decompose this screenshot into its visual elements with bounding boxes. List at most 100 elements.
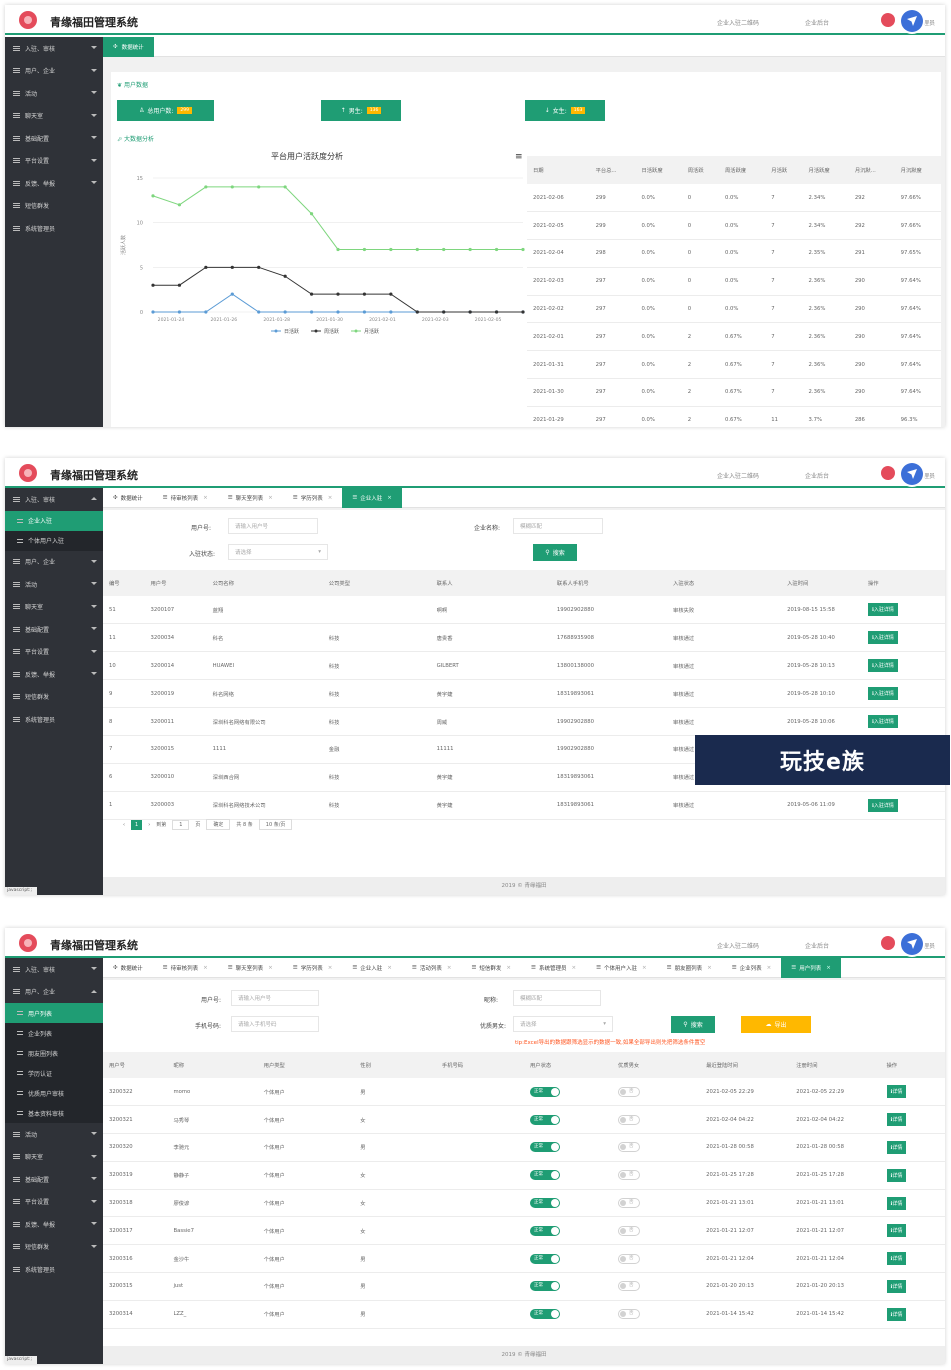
sidebar-item[interactable]: 用户、企业	[5, 551, 103, 574]
data-point[interactable]	[283, 185, 287, 189]
tab[interactable]: ☰ 企业列表 ×	[722, 958, 782, 978]
qrcode-link[interactable]: 企业入驻二维码	[717, 473, 760, 480]
admin-user[interactable]: 管理员	[916, 943, 935, 950]
close-icon[interactable]: ×	[826, 964, 831, 971]
qrcode-link[interactable]: 企业入驻二维码	[717, 20, 760, 27]
sidebar-item[interactable]: 基础配置	[5, 127, 103, 150]
data-point[interactable]	[151, 283, 155, 287]
data-point[interactable]	[494, 247, 499, 252]
close-icon[interactable]: ×	[387, 964, 392, 971]
data-point[interactable]	[257, 265, 261, 269]
sidebar-item[interactable]: 反馈、举报	[5, 1213, 103, 1236]
status-toggle[interactable]: 正常	[529, 1114, 560, 1125]
close-icon[interactable]: ×	[203, 494, 208, 501]
detail-button[interactable]: ℹ详情	[886, 1196, 907, 1210]
detail-button[interactable]: ℹ详情	[886, 1113, 907, 1127]
tab[interactable]: ☰ 聊天室列表 ×	[218, 488, 283, 508]
tab[interactable]: ☰ 系统管理员 ×	[521, 958, 586, 978]
sidebar-item[interactable]: 活动	[5, 1123, 103, 1146]
data-point[interactable]	[230, 292, 234, 296]
detail-button[interactable]: ℹ详情	[886, 1140, 907, 1154]
close-icon[interactable]: ×	[327, 964, 333, 971]
sidebar-item[interactable]: 聊天室	[5, 105, 103, 128]
admin-user[interactable]: 管理员	[916, 473, 935, 480]
phone-input[interactable]: 请输入手机号码	[231, 1016, 319, 1032]
sidebar-item[interactable]: 聊天室	[5, 596, 103, 619]
status-toggle[interactable]: 正常	[529, 1281, 560, 1292]
sidebar-subitem[interactable]: 优质用户审核	[5, 1083, 103, 1103]
sidebar-item[interactable]: 活动	[5, 573, 103, 596]
sidebar-subitem[interactable]: 学历认证	[5, 1063, 103, 1083]
sidebar-item[interactable]: 入驻、审核	[5, 37, 103, 60]
data-point[interactable]	[415, 247, 419, 252]
data-point[interactable]	[362, 247, 367, 252]
data-point[interactable]	[389, 310, 393, 314]
sidebar-item[interactable]: 平台设置	[5, 1191, 103, 1214]
quality-toggle[interactable]: 否	[618, 1170, 641, 1181]
close-icon[interactable]: ×	[387, 494, 392, 501]
data-point[interactable]	[230, 185, 234, 189]
sidebar-item[interactable]: 入驻、审核	[5, 488, 103, 511]
detail-button[interactable]: ℹ详情	[886, 1279, 907, 1293]
sidebar-subitem[interactable]: 企业列表	[5, 1023, 103, 1043]
data-point[interactable]	[257, 185, 261, 189]
detail-button[interactable]: ℹ详情	[886, 1307, 907, 1321]
sidebar-item[interactable]: 系统管理员	[5, 708, 103, 731]
sidebar-item[interactable]: 入驻、审核	[5, 958, 103, 981]
nickname-input[interactable]: 模糊匹配	[513, 990, 601, 1006]
status-toggle[interactable]: 正常	[529, 1086, 560, 1097]
tab[interactable]: ☰ 个体用户入驻 ×	[586, 958, 657, 978]
tab[interactable]: ☰ 待审核列表 ×	[153, 958, 218, 978]
tab[interactable]: ☰ 学历列表 ×	[283, 958, 343, 978]
data-point[interactable]	[468, 310, 472, 314]
data-point[interactable]	[283, 310, 287, 314]
quality-toggle[interactable]: 否	[618, 1309, 641, 1320]
sidebar-item[interactable]: 基础配置	[5, 618, 103, 641]
join-detail-button[interactable]: ℹ入驻详情	[867, 687, 898, 701]
status-toggle[interactable]: 正常	[529, 1309, 560, 1320]
quality-select[interactable]: 请选择 ▾	[513, 1016, 613, 1032]
sidebar-item[interactable]: 平台设置	[5, 150, 103, 173]
goto-page-input[interactable]: 1	[172, 819, 190, 830]
data-point[interactable]	[151, 194, 155, 198]
close-icon[interactable]: ×	[766, 964, 772, 971]
data-point[interactable]	[336, 292, 340, 296]
confirm-page-button[interactable]: 确定	[206, 819, 231, 830]
quality-toggle[interactable]: 否	[618, 1114, 641, 1125]
data-point[interactable]	[204, 310, 208, 314]
sidebar-item[interactable]: 聊天室	[5, 1146, 103, 1169]
data-point[interactable]	[177, 203, 182, 207]
quality-toggle[interactable]: 否	[618, 1253, 641, 1264]
data-point[interactable]	[442, 310, 446, 314]
close-icon[interactable]: ×	[203, 964, 208, 971]
page-size-select[interactable]: 10 条/页	[258, 819, 293, 830]
status-toggle[interactable]: 正常	[529, 1170, 560, 1181]
data-point[interactable]	[336, 247, 340, 252]
data-point[interactable]	[521, 310, 525, 314]
tab[interactable]: ✣ 数据统计	[103, 488, 153, 508]
data-point[interactable]	[230, 265, 234, 269]
data-point[interactable]	[415, 310, 419, 314]
avatar[interactable]	[881, 466, 895, 480]
close-icon[interactable]: ×	[446, 964, 452, 971]
qrcode-link[interactable]: 企业入驻二维码	[717, 943, 760, 950]
page-1[interactable]: 1	[131, 819, 143, 830]
quality-toggle[interactable]: 否	[618, 1086, 641, 1097]
data-point[interactable]	[309, 310, 314, 314]
status-toggle[interactable]: 正常	[529, 1142, 560, 1153]
data-point[interactable]	[283, 274, 287, 278]
user-no-input[interactable]: 请输入用户号	[231, 990, 319, 1006]
quality-toggle[interactable]: 否	[618, 1142, 641, 1153]
sidebar-subitem[interactable]: 个体用户入驻	[5, 530, 103, 551]
quality-toggle[interactable]: 否	[618, 1281, 641, 1292]
sidebar-item[interactable]: 反馈、举报	[5, 663, 103, 686]
next-page-icon[interactable]: ›	[148, 821, 151, 828]
avatar[interactable]	[881, 936, 895, 950]
close-icon[interactable]: ×	[327, 494, 333, 501]
legend-label[interactable]: 日活跃	[284, 328, 299, 335]
sidebar-item[interactable]: 短信群发	[5, 686, 103, 709]
join-detail-button[interactable]: ℹ入驻详情	[867, 659, 898, 673]
tab-data-stats[interactable]: ✣ 数据统计	[103, 36, 154, 57]
company-name-input[interactable]: 模糊匹配	[513, 518, 603, 534]
data-point[interactable]	[177, 310, 182, 314]
